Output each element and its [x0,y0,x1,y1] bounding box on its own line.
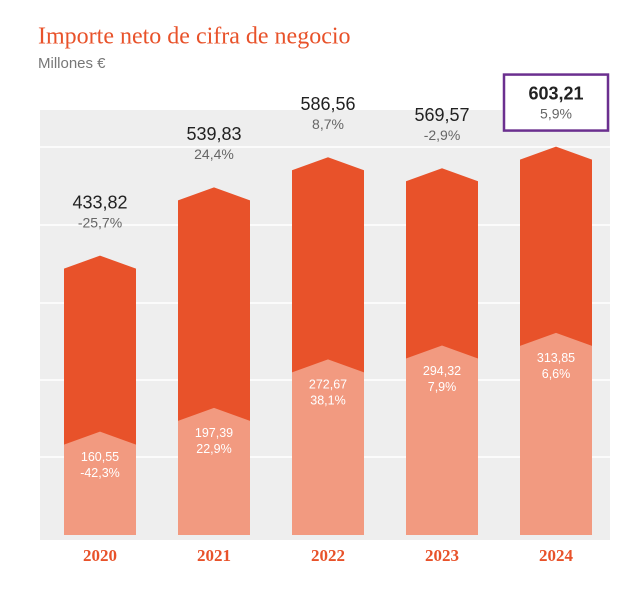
change-label: 24,4% [194,146,234,162]
value-label: 313,85 [537,351,575,365]
x-tick-label: 2021 [197,546,231,565]
value-label: 569,57 [414,105,469,125]
bar-part [292,359,364,535]
value-label: 197,39 [195,426,233,440]
bar-part [178,407,250,535]
bar-part [520,332,592,535]
highlight-box [502,73,610,132]
x-tick-label: 2020 [83,546,117,565]
change-label: 38,1% [310,394,345,408]
change-label: -25,7% [78,214,122,230]
value-label: 603,21 [528,83,583,103]
change-label: 6,6% [542,367,571,381]
chart-title: Importe neto de cifra de negocio [38,24,351,50]
x-tick-label: 2022 [311,546,345,565]
bar-part [406,345,478,535]
change-label: 22,9% [196,442,231,456]
value-label: 294,32 [423,364,461,378]
value-label: 272,67 [309,378,347,392]
value-label: 539,83 [186,124,241,144]
bar-part [64,431,136,535]
x-tick-label: 2024 [539,546,574,565]
chart-subtitle: Millones € [38,55,106,72]
value-label: 160,55 [81,450,119,464]
x-tick-label: 2023 [425,546,459,565]
value-label: 433,82 [72,192,127,212]
change-label: -2,9% [424,127,461,143]
change-label: -42,3% [80,466,120,480]
change-label: 7,9% [428,380,457,394]
change-label: 8,7% [312,116,344,132]
value-label: 586,56 [300,94,355,114]
change-label: 5,9% [540,105,572,121]
